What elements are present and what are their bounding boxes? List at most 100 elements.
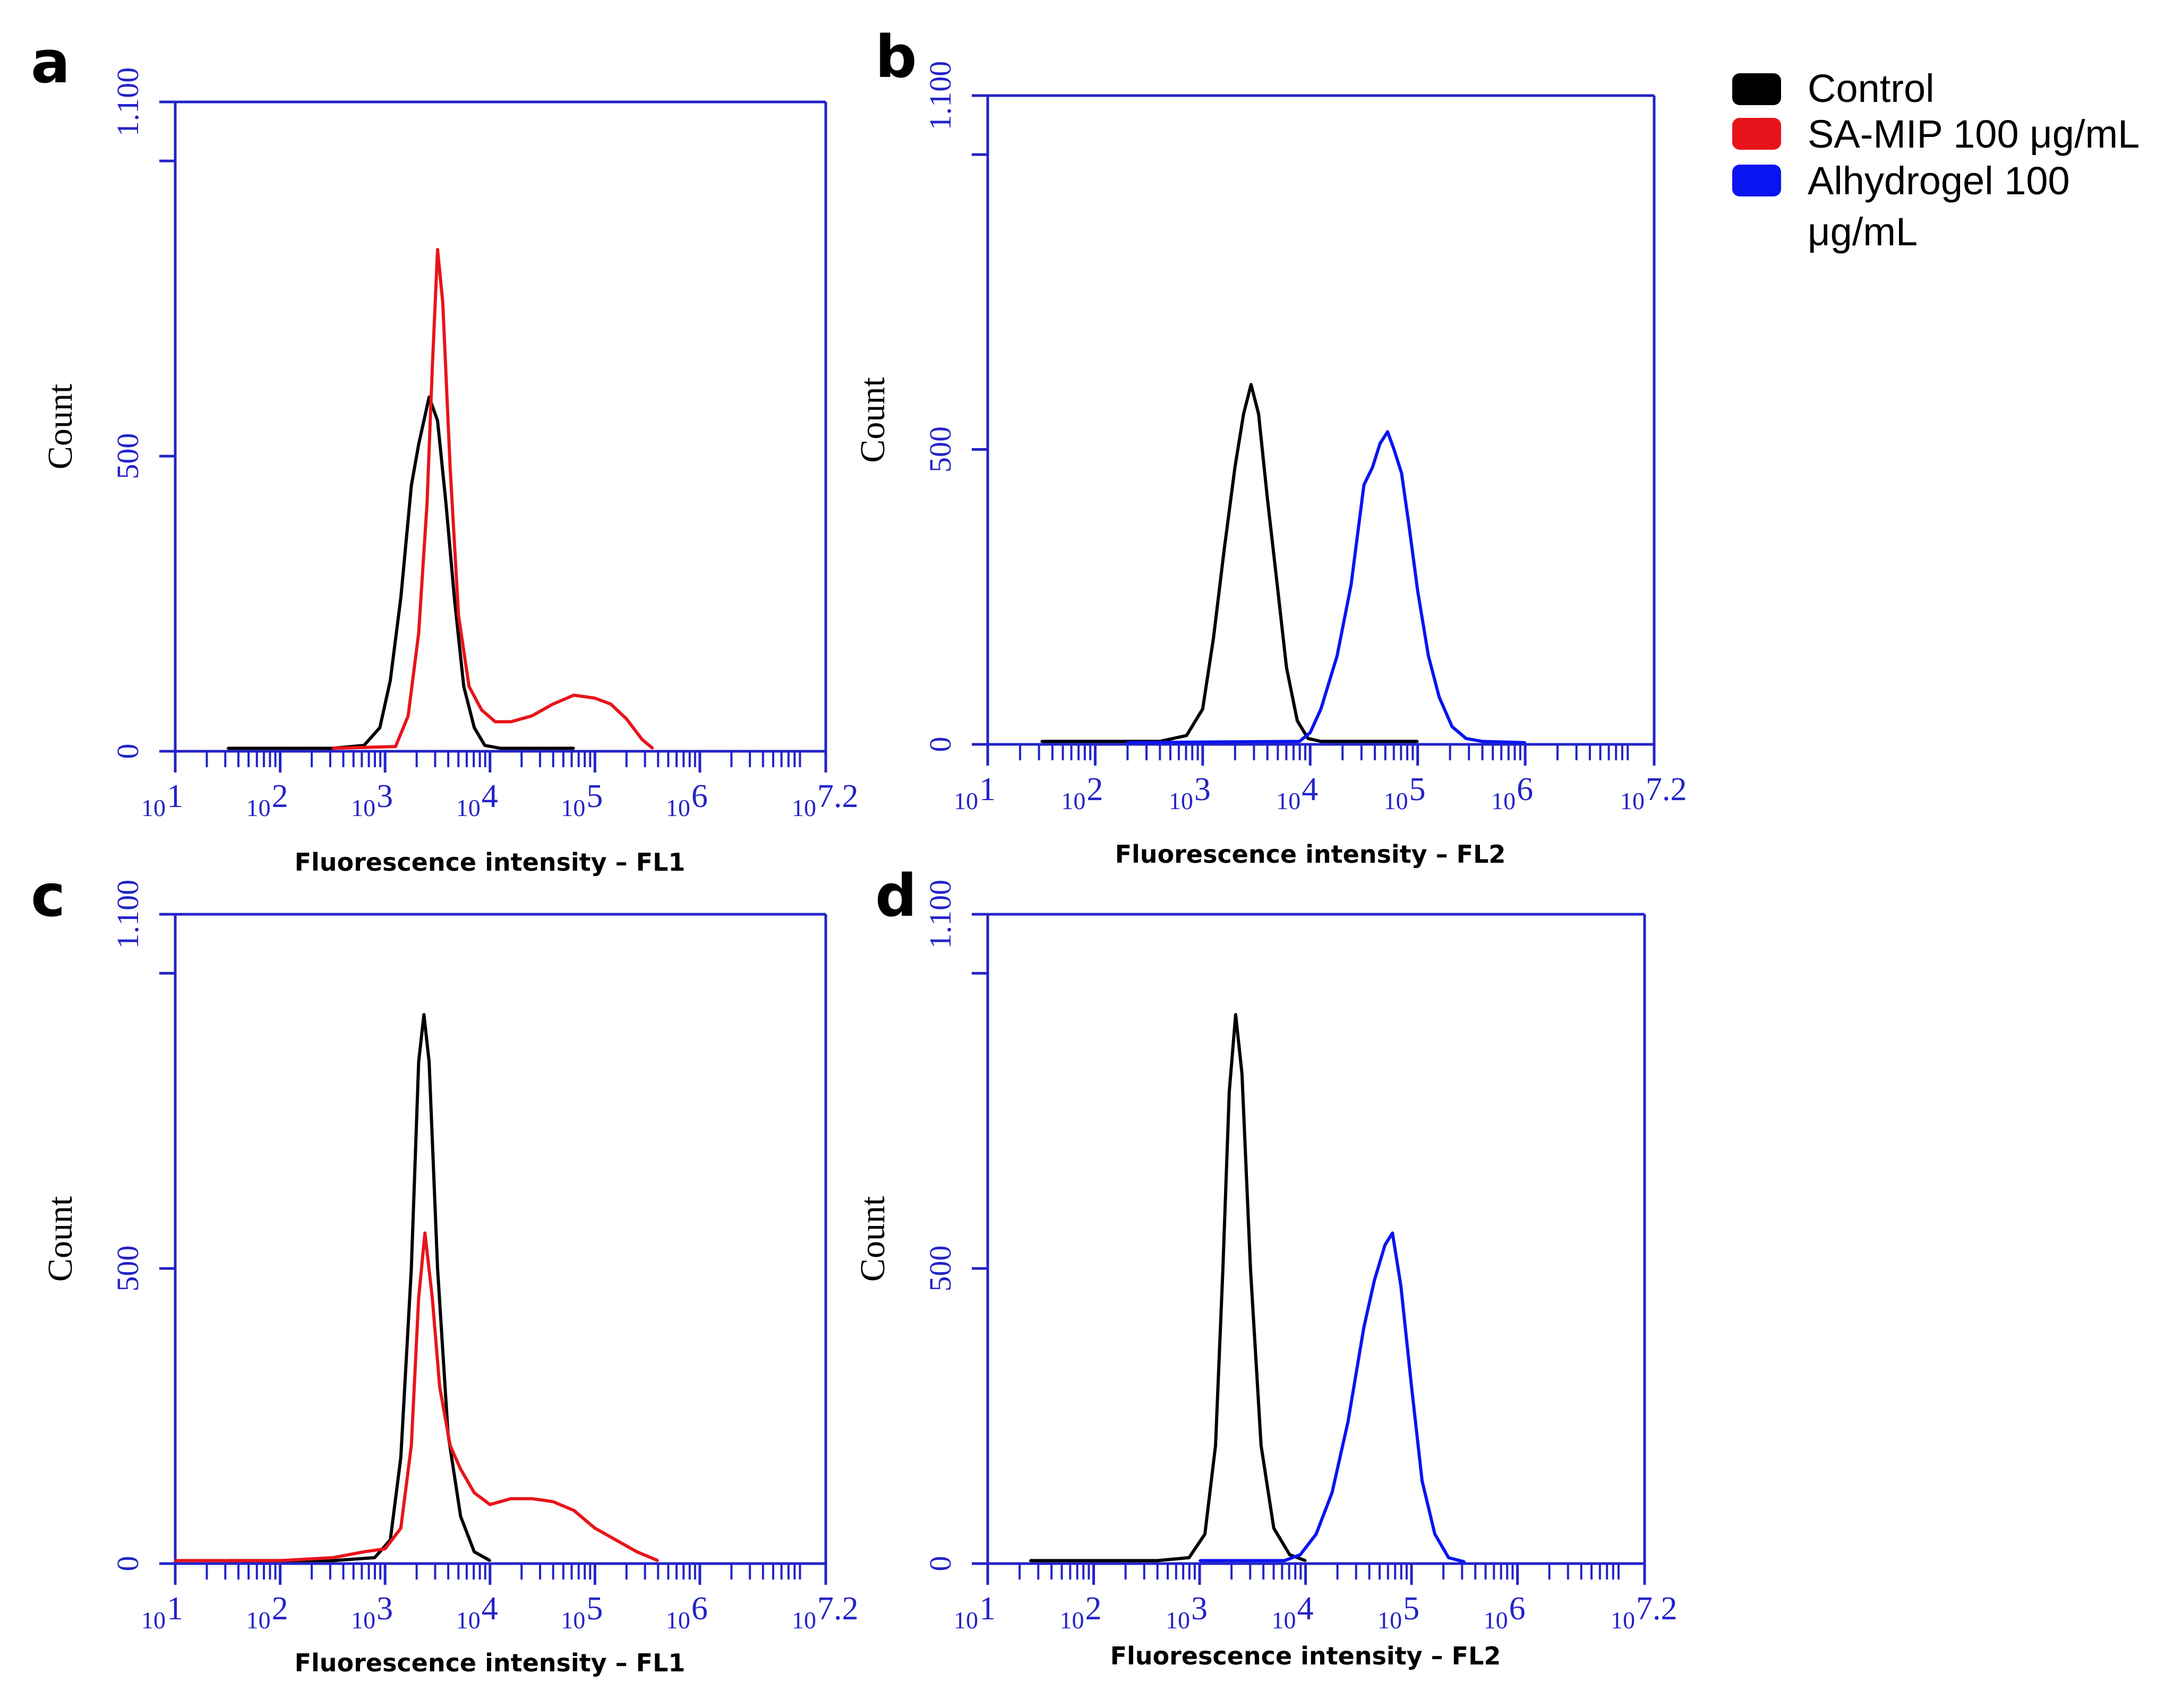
data-point <box>424 1232 426 1234</box>
y-tick-label: 500 <box>923 426 957 473</box>
x-tick-label-base: 10 <box>1061 787 1085 814</box>
x-tick-label-exp: 3 <box>1191 1591 1208 1627</box>
data-point <box>1320 708 1322 710</box>
x-tick-label-base: 10 <box>1272 1607 1296 1634</box>
data-point <box>1272 1527 1275 1530</box>
x-tick-label-base: 10 <box>1166 1607 1190 1634</box>
legend-label-alhydrogel-line2: μg/mL <box>1808 210 1918 254</box>
x-tick-label-exp: 5 <box>1409 771 1426 808</box>
data-point <box>1400 1285 1402 1288</box>
x-tick-label-exp: 2 <box>1086 771 1103 808</box>
y-tick-label: 0 <box>923 1556 957 1572</box>
legend: Control SA-MIP 100 μg/mL Alhydrogel 100 … <box>1732 66 2140 254</box>
x-tick-label-base: 10 <box>561 794 585 821</box>
data-point <box>1223 548 1226 551</box>
y-axis-label: Count <box>853 377 892 462</box>
data-point <box>1463 1560 1466 1563</box>
data-point <box>510 720 512 723</box>
data-point <box>1315 1533 1317 1535</box>
data-point <box>1309 731 1312 734</box>
y-tick-label: 1.100 <box>923 61 957 131</box>
x-tick-label-exp: 4 <box>1302 771 1318 808</box>
data-point <box>1373 1279 1376 1282</box>
legend-swatch-samip <box>1732 118 1781 150</box>
x-tick-label-base: 10 <box>141 1607 166 1634</box>
series-line-alhydrogel <box>1200 1231 1465 1564</box>
x-tick-label-exp: 6 <box>1517 771 1533 808</box>
data-point <box>1393 448 1396 451</box>
x-tick-label-base: 10 <box>1491 787 1516 814</box>
x-tick-label-exp: 2 <box>272 778 288 814</box>
x-tick-label-base: 10 <box>1620 787 1645 814</box>
y-tick-label: 1.100 <box>110 67 145 137</box>
data-point <box>641 738 644 741</box>
data-point <box>1447 1556 1450 1559</box>
data-point <box>436 419 439 422</box>
data-point <box>480 709 483 711</box>
data-point <box>399 596 402 599</box>
data-point <box>417 632 420 634</box>
series-line-control <box>227 395 574 750</box>
data-point <box>423 1014 425 1016</box>
data-point <box>1320 740 1322 743</box>
y-tick-label: 0 <box>110 1556 145 1572</box>
data-point <box>572 694 575 697</box>
y-tick-label: 500 <box>110 433 145 479</box>
x-tick-label-exp: 3 <box>376 778 393 814</box>
data-point <box>489 1559 491 1562</box>
data-point <box>1371 466 1374 468</box>
x-tick-label-exp: 5 <box>586 1591 603 1627</box>
data-point <box>473 1550 476 1553</box>
x-tick-label-exp: 6 <box>691 1591 708 1627</box>
x-tick-label-base: 10 <box>1377 1607 1402 1634</box>
data-point <box>431 1297 434 1299</box>
data-point <box>468 685 470 688</box>
data-point <box>449 1444 451 1447</box>
x-tick-label-exp: 1 <box>167 1591 183 1627</box>
data-point <box>1249 1267 1252 1270</box>
y-axis-label: Count <box>853 1196 892 1282</box>
data-point <box>459 1468 462 1471</box>
x-tick-label-base: 10 <box>246 794 271 821</box>
data-point <box>417 1060 420 1063</box>
data-point <box>436 1267 439 1270</box>
x-tick-label-base: 10 <box>351 794 375 821</box>
data-point <box>1438 696 1441 699</box>
data-point <box>373 1556 376 1559</box>
x-tick-label-exp: 5 <box>1403 1591 1419 1627</box>
data-point <box>609 703 612 706</box>
data-point <box>1481 740 1484 743</box>
x-tick-label-exp: 7.2 <box>817 1591 859 1627</box>
data-point <box>1400 471 1403 474</box>
legend-label-control: Control <box>1808 66 1935 110</box>
data-point <box>1283 1559 1286 1562</box>
data-point <box>363 1550 365 1553</box>
data-point <box>1201 708 1204 710</box>
data-point <box>331 1556 334 1559</box>
data-point <box>483 744 486 746</box>
data-point <box>1029 1559 1031 1562</box>
data-point <box>394 745 397 748</box>
x-tick-label-base: 10 <box>456 1607 481 1634</box>
data-point <box>399 1456 402 1458</box>
x-tick-label-base: 10 <box>246 1607 271 1634</box>
data-point <box>1410 1385 1413 1388</box>
data-point <box>410 1267 413 1270</box>
data-point <box>1242 413 1245 415</box>
data-point <box>1250 383 1252 386</box>
data-point <box>1524 741 1527 744</box>
data-point <box>279 1559 281 1562</box>
panel-letter-d: d <box>875 862 917 930</box>
data-point <box>426 502 429 505</box>
data-point <box>625 717 628 720</box>
data-point <box>1257 413 1260 415</box>
x-tick-label-base: 10 <box>1060 1607 1084 1634</box>
data-point <box>410 1444 413 1447</box>
x-tick-label-exp: 2 <box>272 1591 288 1627</box>
x-tick-label-base: 10 <box>141 794 166 821</box>
data-point <box>331 1559 334 1562</box>
x-tick-label-exp: 6 <box>1509 1591 1526 1627</box>
data-point <box>1299 1553 1302 1556</box>
data-point <box>594 1527 596 1530</box>
